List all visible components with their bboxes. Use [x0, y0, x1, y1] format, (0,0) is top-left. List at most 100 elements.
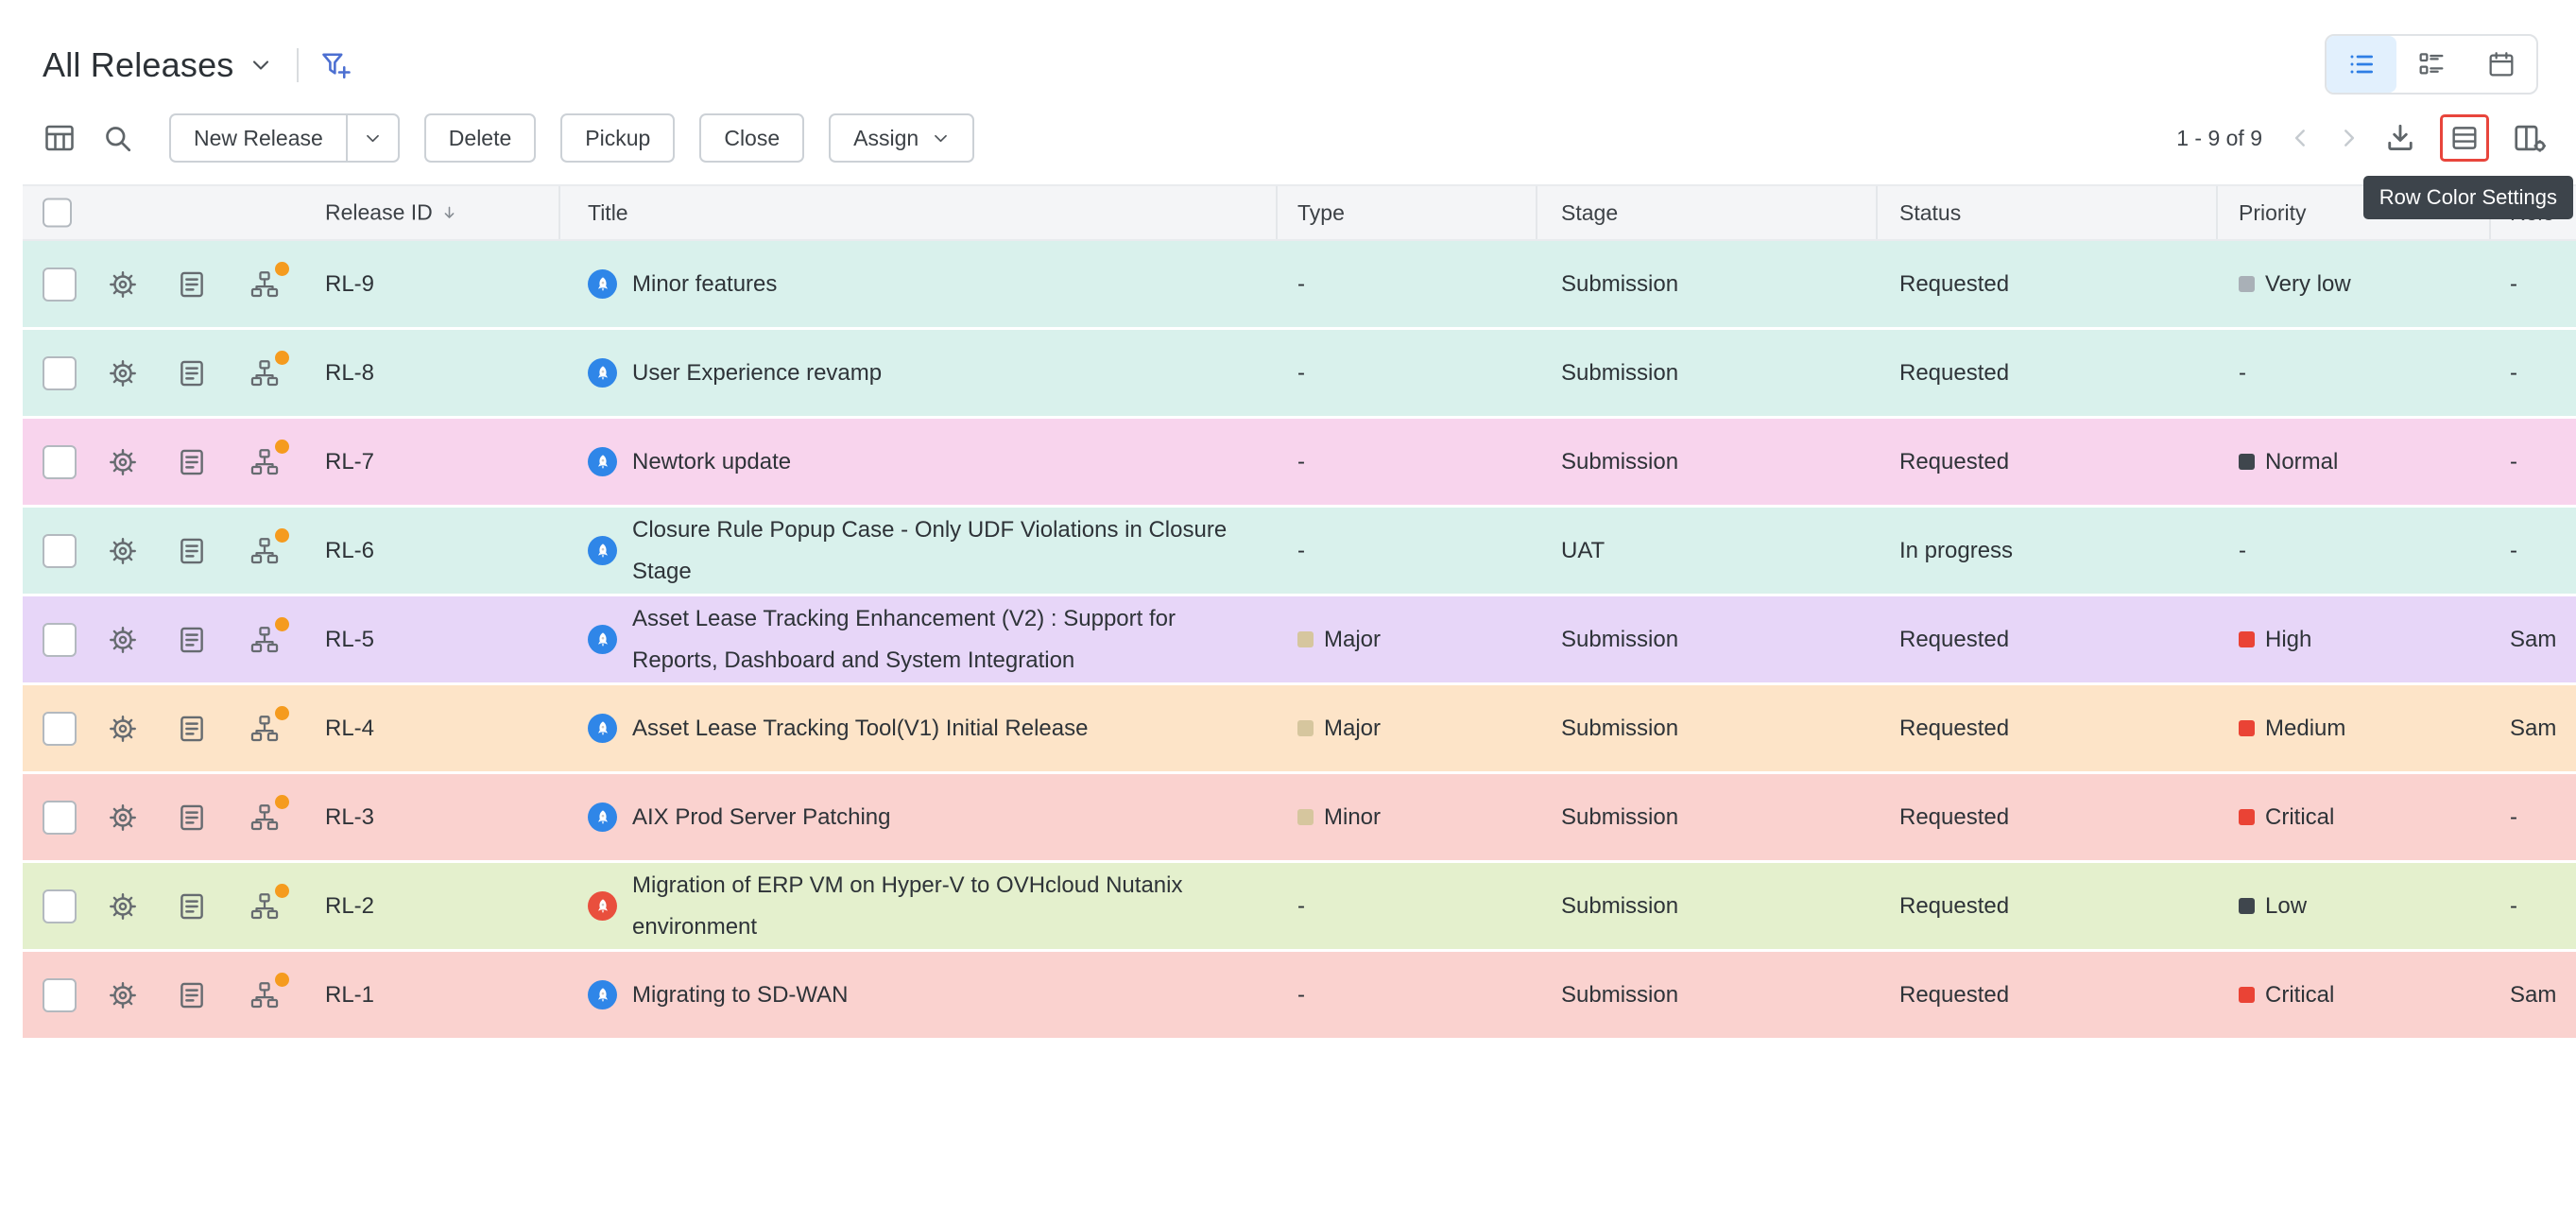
- gear-icon[interactable]: [106, 267, 140, 302]
- hierarchy-icon[interactable]: [248, 350, 289, 390]
- gear-icon[interactable]: [106, 623, 140, 657]
- close-button[interactable]: Close: [699, 113, 805, 163]
- gear-icon[interactable]: [106, 801, 140, 835]
- row-checkbox[interactable]: [43, 267, 77, 302]
- header-title[interactable]: Title: [560, 186, 1278, 239]
- table-row[interactable]: RL-2 Migration of ERP VM on Hyper-V to O…: [23, 863, 2576, 952]
- hierarchy-icon[interactable]: [248, 972, 289, 1012]
- release-id[interactable]: RL-4: [325, 715, 375, 741]
- gear-icon[interactable]: [106, 978, 140, 1012]
- hierarchy-icon[interactable]: [248, 794, 289, 835]
- notes-icon[interactable]: [175, 712, 209, 746]
- hierarchy-icon[interactable]: [248, 261, 289, 302]
- stage-text: Submission: [1561, 715, 1679, 741]
- release-id[interactable]: RL-2: [325, 892, 375, 919]
- sort-desc-icon[interactable]: [440, 204, 458, 222]
- table-row[interactable]: RL-4 Asset Lease Tracking Tool(V1) Initi…: [23, 685, 2576, 774]
- notes-icon[interactable]: [175, 356, 209, 390]
- delete-button[interactable]: Delete: [423, 113, 537, 163]
- prev-page-icon[interactable]: [2289, 126, 2313, 150]
- release-title-link[interactable]: Closure Rule Popup Case - Only UDF Viola…: [632, 516, 1228, 584]
- header-release-id[interactable]: Release ID: [325, 199, 433, 225]
- table-row[interactable]: RL-9 Minor features - Submission Request…: [23, 241, 2576, 330]
- release-title-link[interactable]: Minor features: [632, 270, 778, 297]
- board-view-button[interactable]: [2396, 36, 2466, 93]
- release-title-link[interactable]: AIX Prod Server Patching: [632, 803, 891, 830]
- grid-icon[interactable]: [43, 121, 77, 155]
- notes-icon[interactable]: [175, 445, 209, 479]
- release-id[interactable]: RL-9: [325, 270, 375, 297]
- gear-icon[interactable]: [106, 889, 140, 923]
- pickup-button[interactable]: Pickup: [560, 113, 676, 163]
- gear-icon[interactable]: [106, 712, 140, 746]
- new-release-dropdown-button[interactable]: [345, 113, 400, 163]
- notes-icon[interactable]: [175, 801, 209, 835]
- release-id[interactable]: RL-1: [325, 981, 375, 1008]
- column-settings-icon[interactable]: [2512, 120, 2548, 156]
- notes-icon[interactable]: [175, 534, 209, 568]
- notes-icon[interactable]: [175, 889, 209, 923]
- release-title-link[interactable]: Newtork update: [632, 448, 792, 474]
- gear-icon[interactable]: [106, 534, 140, 568]
- gear-icon[interactable]: [106, 356, 140, 390]
- gear-icon[interactable]: [106, 445, 140, 479]
- search-icon[interactable]: [101, 122, 133, 154]
- table-row[interactable]: RL-8 User Experience revamp - Submission…: [23, 330, 2576, 419]
- download-icon[interactable]: [2383, 121, 2417, 155]
- table-row[interactable]: RL-3 AIX Prod Server Patching Minor Subm…: [23, 774, 2576, 863]
- next-page-icon[interactable]: [2336, 126, 2361, 150]
- release-icon: [588, 891, 617, 921]
- priority-cell: Medium: [2218, 685, 2491, 771]
- release-id[interactable]: RL-6: [325, 537, 375, 563]
- new-release-button[interactable]: New Release: [169, 113, 346, 163]
- release-id[interactable]: RL-3: [325, 803, 375, 830]
- priority-text: Critical: [2265, 803, 2335, 830]
- header-status[interactable]: Status: [1878, 186, 2218, 239]
- stage-cell: Submission: [1537, 419, 1878, 505]
- assign-button[interactable]: Assign: [829, 113, 975, 163]
- release-title-link[interactable]: Asset Lease Tracking Enhancement (V2) : …: [632, 605, 1176, 673]
- hierarchy-icon[interactable]: [248, 527, 289, 568]
- table-row[interactable]: RL-5 Asset Lease Tracking Enhancement (V…: [23, 596, 2576, 685]
- notes-icon[interactable]: [175, 267, 209, 302]
- row-checkbox[interactable]: [43, 444, 77, 479]
- release-id[interactable]: RL-8: [325, 359, 375, 386]
- header-type[interactable]: Type: [1278, 186, 1537, 239]
- release-engineer-text: -: [2510, 359, 2517, 386]
- row-checkbox[interactable]: [43, 533, 77, 568]
- status-cell: In progress: [1878, 508, 2218, 594]
- row-checkbox[interactable]: [43, 800, 77, 835]
- row-checkbox[interactable]: [43, 711, 77, 746]
- table-row[interactable]: RL-7 Newtork update - Submission Request…: [23, 419, 2576, 508]
- row-checkbox[interactable]: [43, 622, 77, 657]
- release-title-link[interactable]: User Experience revamp: [632, 359, 883, 386]
- release-title-link[interactable]: Migrating to SD-WAN: [632, 981, 849, 1008]
- list-view-button[interactable]: [2327, 36, 2396, 93]
- release-id[interactable]: RL-7: [325, 448, 375, 474]
- row-color-settings-icon[interactable]: [2448, 122, 2481, 154]
- hierarchy-icon[interactable]: [248, 439, 289, 479]
- filter-add-icon[interactable]: [319, 48, 353, 82]
- hierarchy-icon[interactable]: [248, 705, 289, 746]
- release-title-link[interactable]: Migration of ERP VM on Hyper-V to OVHclo…: [632, 871, 1183, 940]
- title-cell: AIX Prod Server Patching: [560, 774, 1278, 860]
- hierarchy-icon[interactable]: [248, 883, 289, 923]
- row-checkbox[interactable]: [43, 977, 77, 1012]
- row-checkbox[interactable]: [43, 889, 77, 923]
- header-stage[interactable]: Stage: [1537, 186, 1878, 239]
- notes-icon[interactable]: [175, 623, 209, 657]
- type-text: -: [1297, 448, 1305, 474]
- page-title[interactable]: All Releases: [43, 45, 234, 84]
- notes-icon[interactable]: [175, 978, 209, 1012]
- release-icon: [588, 447, 617, 476]
- select-all-checkbox[interactable]: [43, 198, 72, 228]
- priority-color-swatch: [2239, 809, 2255, 825]
- table-row[interactable]: RL-1 Migrating to SD-WAN - Submission Re…: [23, 952, 2576, 1041]
- release-id[interactable]: RL-5: [325, 626, 375, 652]
- table-row[interactable]: RL-6 Closure Rule Popup Case - Only UDF …: [23, 508, 2576, 596]
- view-dropdown-chevron-icon[interactable]: [249, 54, 272, 77]
- release-title-link[interactable]: Asset Lease Tracking Tool(V1) Initial Re…: [632, 715, 1089, 741]
- hierarchy-icon[interactable]: [248, 616, 289, 657]
- calendar-view-button[interactable]: [2466, 36, 2536, 93]
- row-checkbox[interactable]: [43, 355, 77, 390]
